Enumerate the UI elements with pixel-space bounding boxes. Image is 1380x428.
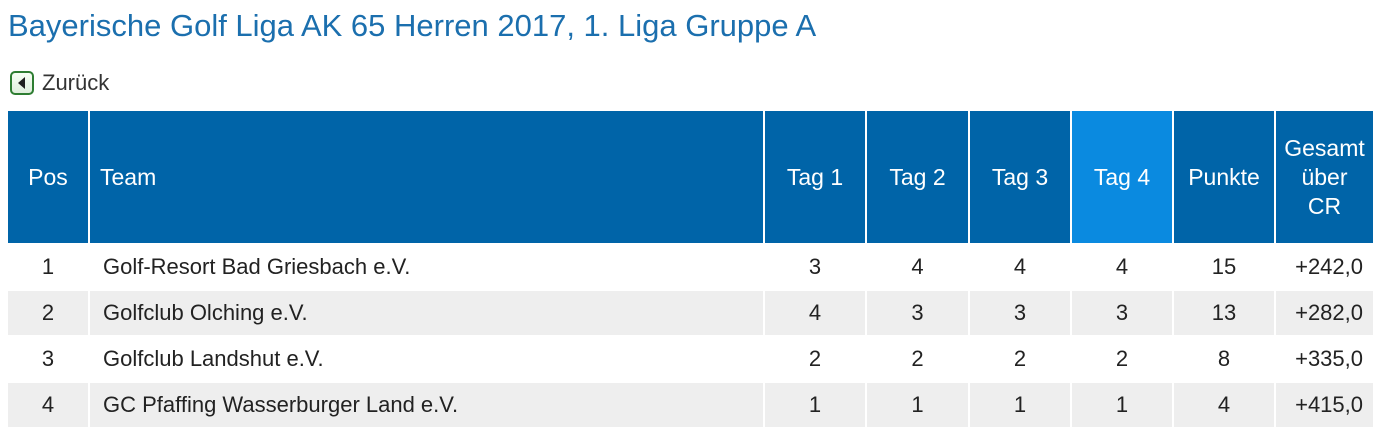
header-cr-line-3: CR: [1307, 192, 1342, 219]
back-link[interactable]: Zurück: [10, 70, 109, 96]
cell-tag-4: 1: [1070, 381, 1172, 427]
cell-gesamt-cr: +242,0: [1274, 243, 1373, 289]
cell-tag-2: 1: [865, 381, 968, 427]
table-row: 4 GC Pfaffing Wasserburger Land e.V. 1 1…: [8, 381, 1373, 427]
table-row: 1 Golf-Resort Bad Griesbach e.V. 3 4 4 4…: [8, 243, 1373, 289]
cell-team: Golfclub Landshut e.V.: [88, 335, 763, 381]
header-gesamt-cr: Gesamt über CR: [1274, 111, 1373, 243]
cell-pos: 3: [8, 335, 88, 381]
cell-team: Golf-Resort Bad Griesbach e.V.: [88, 243, 763, 289]
standings-table: Pos Team Tag 1 Tag 2 Tag 3 Tag 4 Punkte …: [8, 111, 1373, 427]
back-label: Zurück: [42, 70, 110, 95]
cell-tag-3: 3: [968, 289, 1070, 335]
cell-tag-1: 3: [763, 243, 865, 289]
cell-tag-3: 1: [968, 381, 1070, 427]
cell-punkte: 4: [1172, 381, 1274, 427]
header-team: Team: [88, 111, 763, 243]
page-title: Bayerische Golf Liga AK 65 Herren 2017, …: [8, 8, 817, 43]
table-row: 2 Golfclub Olching e.V. 4 3 3 3 13 +282,…: [8, 289, 1373, 335]
cell-team: Golfclub Olching e.V.: [88, 289, 763, 335]
cell-tag-2: 2: [865, 335, 968, 381]
cell-gesamt-cr: +282,0: [1274, 289, 1373, 335]
header-tag-3[interactable]: Tag 3: [968, 111, 1070, 243]
cell-pos: 1: [8, 243, 88, 289]
table-header-row: Pos Team Tag 1 Tag 2 Tag 3 Tag 4 Punkte …: [8, 111, 1373, 243]
cell-tag-3: 2: [968, 335, 1070, 381]
cell-team: GC Pfaffing Wasserburger Land e.V.: [88, 381, 763, 427]
cell-tag-1: 2: [763, 335, 865, 381]
cell-pos: 2: [8, 289, 88, 335]
cell-pos: 4: [8, 381, 88, 427]
header-tag-4[interactable]: Tag 4: [1070, 111, 1172, 243]
header-pos: Pos: [8, 111, 88, 243]
cell-tag-1: 1: [763, 381, 865, 427]
header-tag-1[interactable]: Tag 1: [763, 111, 865, 243]
cell-tag-3: 4: [968, 243, 1070, 289]
cell-tag-1: 4: [763, 289, 865, 335]
chevron-left-icon: [10, 71, 34, 95]
cell-tag-4: 4: [1070, 243, 1172, 289]
cell-gesamt-cr: +415,0: [1274, 381, 1373, 427]
header-cr-line-2: über: [1301, 163, 1348, 190]
cell-punkte: 13: [1172, 289, 1274, 335]
cell-punkte: 15: [1172, 243, 1274, 289]
cell-tag-4: 3: [1070, 289, 1172, 335]
cell-tag-2: 3: [865, 289, 968, 335]
cell-gesamt-cr: +335,0: [1274, 335, 1373, 381]
cell-tag-2: 4: [865, 243, 968, 289]
table-row: 3 Golfclub Landshut e.V. 2 2 2 2 8 +335,…: [8, 335, 1373, 381]
header-punkte: Punkte: [1172, 111, 1274, 243]
cell-punkte: 8: [1172, 335, 1274, 381]
header-tag-2[interactable]: Tag 2: [865, 111, 968, 243]
cell-tag-4: 2: [1070, 335, 1172, 381]
header-cr-line-1: Gesamt: [1284, 134, 1365, 161]
